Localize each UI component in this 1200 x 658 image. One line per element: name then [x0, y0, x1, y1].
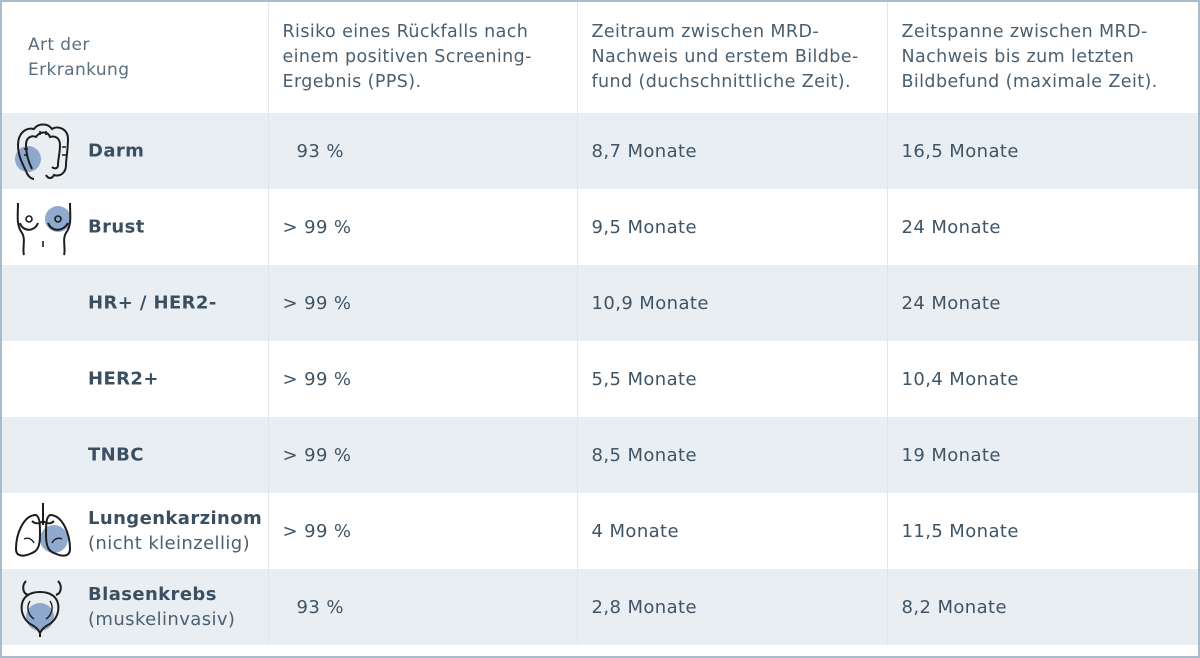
header-max-time: Zeitspanne zwischen MRD- Nachweis bis zu… — [887, 2, 1198, 113]
header-max-line-3: Bildbefund (maximale Zeit). — [901, 72, 1158, 92]
disease-name: Blasenkrebs — [88, 584, 217, 605]
avg-time-value: 10,9 Monate — [577, 265, 888, 341]
pps-value: > 99 % — [268, 493, 578, 569]
pps-value: > 99 % — [268, 417, 578, 493]
lungs-icon — [12, 499, 74, 563]
max-time-value: 24 Monate — [887, 265, 1198, 341]
bladder-icon — [12, 575, 74, 639]
header-max-line-2: Nachweis bis zum letzten — [901, 47, 1135, 67]
disease-cell: Lungenkarzinom (nicht kleinzellig) — [2, 493, 269, 569]
avg-time-value: 5,5 Monate — [577, 341, 888, 417]
disease-cell: Darm — [2, 113, 269, 189]
breast-icon — [12, 195, 74, 259]
table-row: Darm 93 % 8,7 Monate 16,5 Monate — [2, 113, 1198, 189]
header-avg-line-2: Nachweis und erstem Bildbe- — [591, 47, 859, 67]
disease-label: Brust — [88, 215, 145, 240]
pps-value: > 99 % — [268, 341, 578, 417]
disease-subtitle: (nicht kleinzellig) — [88, 533, 250, 554]
header-disease-line-1: Art der — [28, 34, 90, 55]
table-row: Brust > 99 % 9,5 Monate 24 Monate — [2, 189, 1198, 265]
results-table: Art der Erkrankung Risiko eines Rückfall… — [2, 2, 1198, 645]
disease-name: Brust — [88, 216, 145, 238]
avg-time-value: 8,7 Monate — [577, 113, 888, 189]
disease-cell: HER2+ — [2, 341, 269, 417]
disease-label: Blasenkrebs (muskelinvasiv) — [88, 582, 235, 632]
table-row: Lungenkarzinom (nicht kleinzellig) > 99 … — [2, 493, 1198, 569]
header-pps-line-2: einem positiven Screening- — [282, 47, 532, 67]
disease-name: Darm — [88, 140, 145, 162]
table-row: Blasenkrebs (muskelinvasiv) 93 % 2,8 Mon… — [2, 569, 1198, 645]
header-pps-line-1: Risiko eines Rückfalls nach — [282, 22, 529, 42]
max-time-value: 11,5 Monate — [901, 520, 1019, 542]
header-disease-line-2: Erkrankung — [28, 59, 130, 80]
disease-label: Lungenkarzinom (nicht kleinzellig) — [88, 506, 262, 556]
disease-subtitle: (muskelinvasiv) — [88, 609, 236, 630]
pps-value: 93 % — [268, 113, 578, 189]
disease-label: HR+ / HER2- — [88, 291, 217, 316]
disease-cell: TNBC — [2, 417, 269, 493]
colon-icon — [12, 119, 74, 183]
avg-time-value: 8,5 Monate — [577, 417, 888, 493]
disease-cell: Blasenkrebs (muskelinvasiv) — [2, 569, 269, 645]
disease-label: Darm — [88, 139, 144, 164]
pps-value: > 99 % — [268, 265, 578, 341]
avg-time-value: 9,5 Monate — [577, 189, 888, 265]
header-avg-line-3: fund (duchschnittliche Zeit). — [591, 72, 851, 92]
disease-label: TNBC — [88, 443, 144, 468]
disease-name: HR+ / HER2- — [88, 292, 217, 314]
header-disease: Art der Erkrankung — [2, 2, 269, 113]
pps-value: 93 % — [268, 569, 578, 645]
header-pps: Risiko eines Rückfalls nach einem positi… — [268, 2, 578, 113]
max-time-value: 10,4 Monate — [901, 368, 1019, 390]
max-time-value: 16,5 Monate — [887, 113, 1198, 189]
disease-cell: Brust — [2, 189, 269, 265]
disease-cell: HR+ / HER2- — [2, 265, 269, 341]
table-row: HR+ / HER2- > 99 % 10,9 Monate 24 Monate — [2, 265, 1198, 341]
table-row: TNBC > 99 % 8,5 Monate 19 Monate — [2, 417, 1198, 493]
max-time-value: 19 Monate — [887, 417, 1198, 493]
disease-name: TNBC — [88, 444, 144, 466]
pps-value: > 99 % — [268, 189, 578, 265]
header-max-line-1: Zeitspanne zwischen MRD- — [901, 22, 1148, 42]
header-avg-line-1: Zeitraum zwischen MRD- — [591, 22, 820, 42]
avg-time-value: 4 Monate — [577, 493, 888, 569]
header-avg-time: Zeitraum zwischen MRD- Nachweis und erst… — [577, 2, 888, 113]
header-row: Art der Erkrankung Risiko eines Rückfall… — [2, 2, 1198, 113]
table-row: HER2+ > 99 % 5,5 Monate 10,4 Monate — [2, 341, 1198, 417]
disease-name: Lungenkarzinom — [88, 508, 263, 529]
max-time-value: 8,2 Monate — [887, 569, 1198, 645]
disease-name: HER2+ — [88, 368, 159, 390]
disease-label: HER2+ — [88, 367, 159, 392]
max-time-value: 24 Monate — [901, 216, 1001, 238]
header-pps-line-3: Ergebnis (PPS). — [282, 72, 422, 92]
avg-time-value: 2,8 Monate — [577, 569, 888, 645]
